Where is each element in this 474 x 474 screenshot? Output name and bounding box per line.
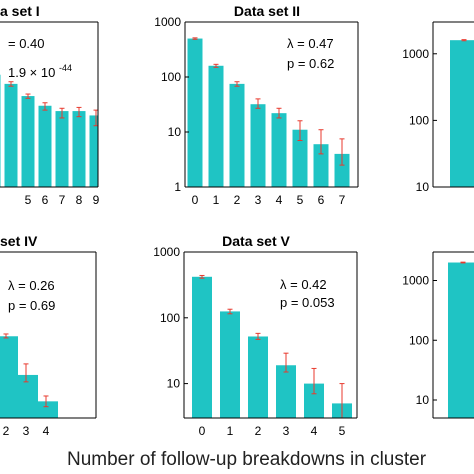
panel1-bar-3 <box>0 74 1 187</box>
panel5-p: p = 0.053 <box>280 295 335 310</box>
panel6-ytick-label-1000: 1000 <box>402 274 429 288</box>
panel2-xtick-label-5: 5 <box>297 193 304 207</box>
panel2-ytick-label-1: 1 <box>174 180 181 194</box>
panel2-xtick-label-0: 0 <box>192 193 199 207</box>
panel2-ytick-label-1000: 1000 <box>154 15 181 29</box>
panel1-xtick-label-9: 9 <box>93 193 100 207</box>
panel2-p: p = 0.62 <box>287 56 334 71</box>
figure-xlabel: Number of follow-up breakdowns in cluste… <box>67 449 427 470</box>
panel2-bar-4 <box>271 113 287 187</box>
panel6-ytick-label-100: 100 <box>409 333 429 347</box>
panel6-ytick-label-10: 10 <box>416 393 430 407</box>
panel2-xtick-label-7: 7 <box>339 193 346 207</box>
panel4-bar-2 <box>0 336 18 418</box>
panel5-xtick-label-3: 3 <box>283 424 290 438</box>
panel2-ytick-label-100: 100 <box>161 70 181 84</box>
panel2-ytick-label-10: 10 <box>168 125 182 139</box>
panel2-bar-2 <box>229 83 245 187</box>
panel4-bar-4 <box>34 401 58 418</box>
panel1-xtick-label-6: 6 <box>42 193 49 207</box>
panel5-ytick-label-10: 10 <box>167 377 181 391</box>
panel5-ytick-label-1000: 1000 <box>153 245 180 259</box>
panel5-bar-2 <box>248 336 268 418</box>
panel4-title: set IV <box>0 233 38 249</box>
panel2-title: Data set II <box>234 3 300 19</box>
panel1-bar-6 <box>38 105 52 187</box>
panel4-xtick-label-4: 4 <box>43 424 50 438</box>
panel5-bar-0 <box>192 276 212 418</box>
panel1-xtick-label-5: 5 <box>25 193 32 207</box>
panel5-bar-1 <box>220 311 240 418</box>
panel5-xtick-label-5: 5 <box>339 424 346 438</box>
panel5-xtick-label-2: 2 <box>255 424 262 438</box>
panel4-p: p = 0.69 <box>8 298 55 313</box>
panel2-xtick-label-1: 1 <box>213 193 220 207</box>
panel1-xtick-label-8: 8 <box>76 193 83 207</box>
panel4-lambda: λ = 0.26 <box>8 278 55 293</box>
panel1-bar-8 <box>72 111 86 187</box>
panel1-p-exponent: -44 <box>59 63 72 73</box>
panel1-xtick-label-7: 7 <box>59 193 66 207</box>
panel1-bar-4 <box>4 83 18 187</box>
panel1-bar-5 <box>21 96 35 187</box>
panel5-title: Data set V <box>222 233 290 249</box>
panel5-xtick-label-0: 0 <box>199 424 206 438</box>
panel6-bar-0 <box>448 262 474 418</box>
panel2-bar-1 <box>208 65 224 187</box>
panel3-bar-0 <box>450 40 474 188</box>
panel5-lambda: λ = 0.42 <box>280 277 327 292</box>
panel4-xtick-label-3: 3 <box>23 424 30 438</box>
panel2-xtick-label-3: 3 <box>255 193 262 207</box>
panel2-xtick-label-2: 2 <box>234 193 241 207</box>
panel1-title: a set I <box>0 3 40 19</box>
panel1-bar-9 <box>89 115 98 187</box>
panel1-p-mantissa: 1.9 × 10 <box>8 65 55 80</box>
panel5-xtick-label-4: 4 <box>311 424 318 438</box>
panel2-bar-3 <box>250 104 266 187</box>
panel3-ytick-label-10: 10 <box>416 180 430 194</box>
panel1-bar-7 <box>55 111 69 187</box>
panel4-xtick-label-2: 2 <box>3 424 10 438</box>
panel2-bar-6 <box>313 144 329 187</box>
panel2-lambda: λ = 0.47 <box>287 36 334 51</box>
panel5-xtick-label-1: 1 <box>227 424 234 438</box>
panel3-ytick-label-1000: 1000 <box>402 47 429 61</box>
panel5-ytick-label-100: 100 <box>160 311 180 325</box>
panel2-bar-5 <box>292 129 308 187</box>
panel5-bar-4 <box>304 383 324 418</box>
panel2-bar-7 <box>334 153 350 187</box>
panel1-lambda: = 0.40 <box>8 36 45 51</box>
panel2-xtick-label-4: 4 <box>276 193 283 207</box>
panel2-xtick-label-6: 6 <box>318 193 325 207</box>
panel2-bar-0 <box>187 38 203 188</box>
panel3-ytick-label-100: 100 <box>409 113 429 127</box>
panel5-bar-3 <box>276 365 296 418</box>
panel1-p: 1.9 × 10 -44 <box>8 63 72 80</box>
